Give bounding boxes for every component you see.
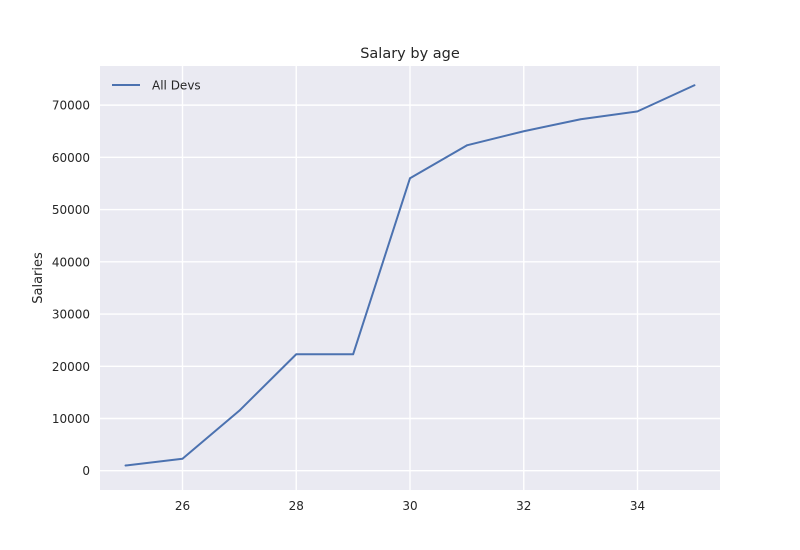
data-point: [124, 464, 127, 467]
y-axis-label: Salaries: [31, 252, 46, 304]
y-tick-label: 0: [82, 464, 90, 478]
data-point: [181, 457, 184, 460]
data-point: [693, 84, 696, 87]
data-point: [579, 118, 582, 121]
x-tick-label: 28: [289, 499, 304, 513]
legend: All Devs: [112, 79, 201, 93]
data-point: [636, 110, 639, 113]
y-axis-ticks: 0 10000 20000 30000 40000 50000 60000 70000: [52, 99, 90, 479]
data-point: [409, 177, 411, 180]
y-tick-label: 20000: [52, 360, 90, 374]
x-tick-label: 34: [630, 499, 645, 513]
y-tick-label: 40000: [52, 255, 90, 269]
y-tick-label: 10000: [52, 412, 90, 426]
x-tick-label: 30: [402, 499, 417, 513]
grid: [100, 66, 720, 490]
data-point: [465, 144, 468, 147]
x-tick-label: 26: [175, 499, 190, 513]
data-point: [522, 130, 525, 133]
x-axis-ticks: 26 28 30 32 34: [175, 499, 645, 513]
series-layer: [124, 84, 696, 467]
legend-label-all-devs: All Devs: [152, 79, 201, 93]
chart-title: Salary by age: [360, 46, 460, 62]
y-tick-label: 70000: [52, 99, 90, 113]
y-tick-label: 60000: [52, 151, 90, 165]
y-tick-label: 50000: [52, 203, 90, 217]
data-point: [238, 409, 241, 412]
data-point: [352, 353, 355, 356]
data-point: [295, 353, 298, 356]
y-tick-label: 30000: [52, 308, 90, 322]
x-tick-label: 32: [516, 499, 531, 513]
